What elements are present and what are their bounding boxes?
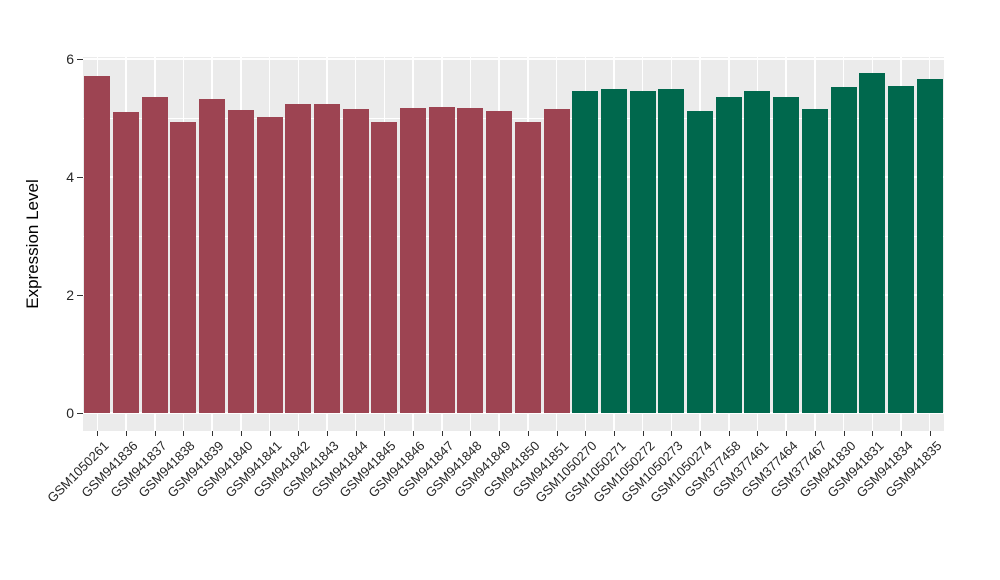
x-tick-mark xyxy=(700,431,702,436)
y-tick-mark xyxy=(77,295,83,296)
bar-GSM941837 xyxy=(141,97,168,413)
bar-GSM1050274 xyxy=(687,110,714,413)
x-tick-mark xyxy=(527,431,529,436)
x-tick-mark xyxy=(929,431,931,436)
x-tick-mark xyxy=(642,431,644,436)
x-tick-mark xyxy=(355,431,357,436)
x-tick-mark xyxy=(97,431,99,436)
bar-GSM941850 xyxy=(514,121,541,413)
bar-GSM941839 xyxy=(199,98,226,413)
x-tick-mark xyxy=(499,431,501,436)
x-tick-mark xyxy=(671,431,673,436)
y-tick-label: 4 xyxy=(66,169,74,185)
bar-GSM941847 xyxy=(428,106,455,413)
bar-GSM1050271 xyxy=(600,88,627,413)
y-tick-mark xyxy=(77,413,83,414)
x-tick-mark xyxy=(585,431,587,436)
bar-GSM941844 xyxy=(342,109,369,413)
minor-gridline xyxy=(83,235,944,237)
bar-GSM941831 xyxy=(859,73,886,413)
minor-gridline xyxy=(83,117,944,119)
major-gridline xyxy=(83,58,944,60)
bar-GSM941851 xyxy=(543,109,570,413)
bar-GSM1050272 xyxy=(629,91,656,413)
major-gridline xyxy=(83,412,944,414)
x-tick-mark xyxy=(843,431,845,436)
x-tick-mark xyxy=(298,431,300,436)
x-tick-mark xyxy=(212,431,214,436)
bar-GSM941841 xyxy=(256,116,283,413)
bar-GSM941846 xyxy=(400,107,427,413)
bar-GSM941830 xyxy=(830,86,857,413)
bar-GSM941838 xyxy=(170,122,197,413)
x-tick-mark xyxy=(786,431,788,436)
y-tick-mark xyxy=(77,177,83,178)
x-tick-mark xyxy=(183,431,185,436)
major-gridline xyxy=(83,176,944,178)
y-tick-label: 0 xyxy=(66,405,74,421)
bar-GSM377461 xyxy=(744,91,771,413)
bar-GSM377464 xyxy=(773,97,800,413)
x-tick-mark xyxy=(872,431,874,436)
bar-GSM941842 xyxy=(285,103,312,413)
bar-GSM941840 xyxy=(227,109,254,413)
x-tick-mark xyxy=(154,431,156,436)
x-tick-mark xyxy=(240,431,242,436)
x-tick-mark xyxy=(384,431,386,436)
x-tick-mark xyxy=(470,431,472,436)
x-tick-mark xyxy=(728,431,730,436)
major-gridline xyxy=(83,294,944,296)
bar-GSM941849 xyxy=(486,110,513,413)
x-tick-mark xyxy=(441,431,443,436)
plot-panel xyxy=(83,57,944,431)
bar-GSM941848 xyxy=(457,107,484,413)
minor-gridline xyxy=(83,353,944,355)
bar-GSM941836 xyxy=(113,112,140,413)
x-tick-mark xyxy=(556,431,558,436)
y-tick-mark xyxy=(77,59,83,60)
bar-GSM941835 xyxy=(916,79,943,413)
x-tick-mark xyxy=(269,431,271,436)
x-tick-mark xyxy=(326,431,328,436)
x-tick-mark xyxy=(413,431,415,436)
bar-GSM1050270 xyxy=(572,91,599,413)
bar-GSM377458 xyxy=(715,97,742,413)
x-tick-mark xyxy=(900,431,902,436)
bar-GSM941843 xyxy=(313,104,340,413)
y-tick-label: 2 xyxy=(66,287,74,303)
bar-GSM1050261 xyxy=(84,75,111,413)
x-tick-mark xyxy=(126,431,128,436)
bar-GSM1050273 xyxy=(658,89,685,413)
bar-GSM377467 xyxy=(801,108,828,413)
y-tick-label: 6 xyxy=(66,51,74,67)
bar-GSM941834 xyxy=(887,86,914,413)
x-tick-mark xyxy=(814,431,816,436)
bar-GSM941845 xyxy=(371,122,398,413)
x-tick-mark xyxy=(757,431,759,436)
x-tick-mark xyxy=(613,431,615,436)
